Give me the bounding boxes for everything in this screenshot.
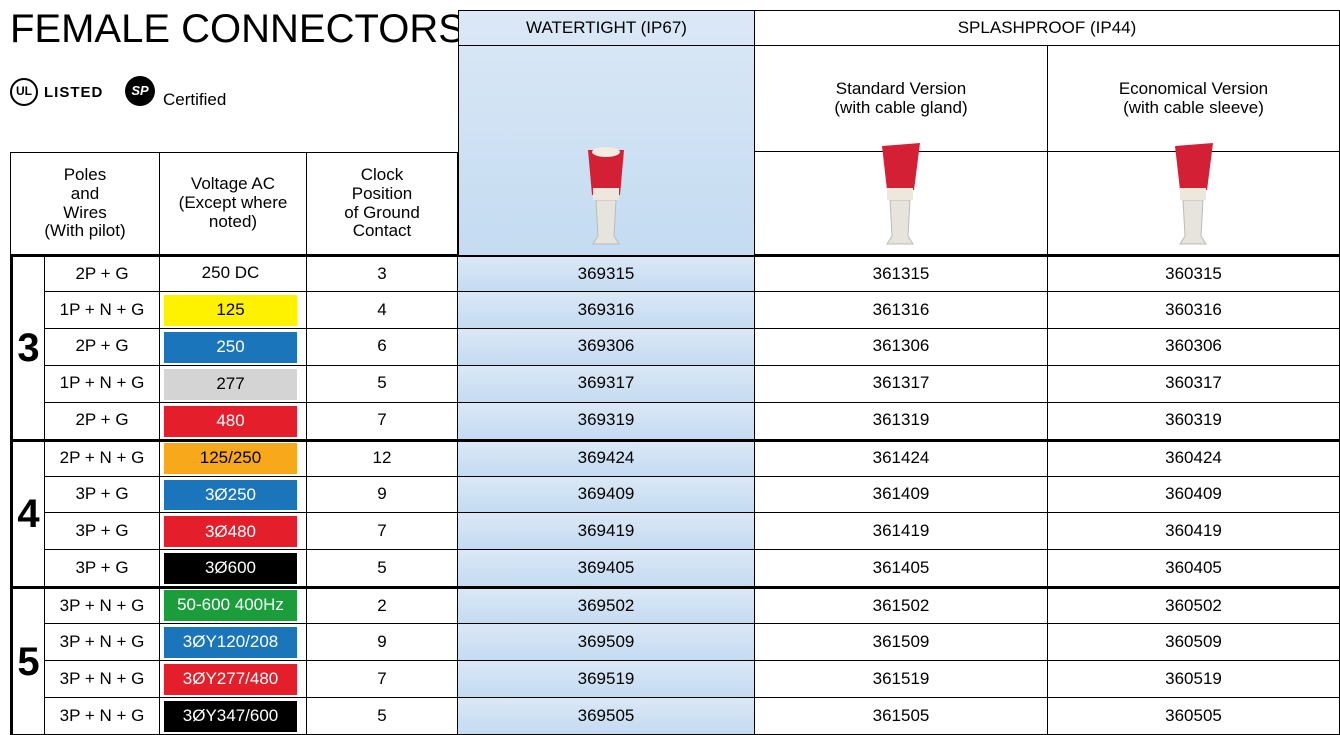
connector-shape <box>1180 188 1206 200</box>
connector-shape <box>1175 143 1213 190</box>
page: FEMALE CONNECTORS UL LISTED SP Certified… <box>0 0 1340 735</box>
connector-shape <box>593 200 619 244</box>
connector-shape <box>887 188 913 200</box>
connector-shape <box>593 188 619 200</box>
connector-shape <box>592 147 620 157</box>
connector-images <box>0 0 1340 735</box>
connector-shape <box>882 143 920 190</box>
connector-shape <box>1180 200 1206 244</box>
connector-shape <box>887 200 913 244</box>
